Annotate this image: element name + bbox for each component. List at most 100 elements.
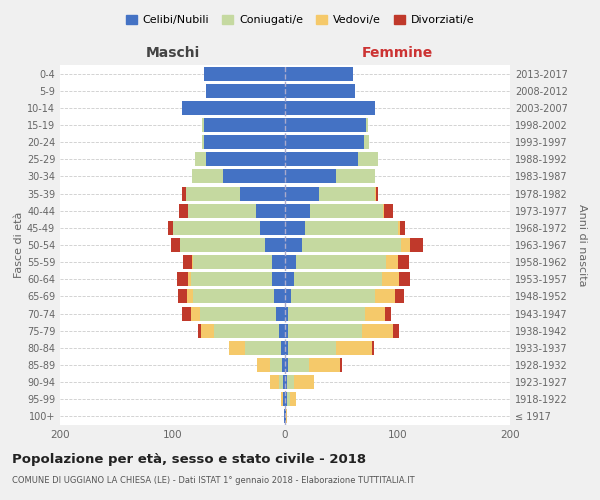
Bar <box>375 186 376 200</box>
Bar <box>285 170 335 183</box>
Bar <box>285 186 319 200</box>
Bar <box>289 306 365 320</box>
Bar <box>410 238 424 252</box>
Bar <box>199 306 276 320</box>
Bar <box>202 118 204 132</box>
Bar <box>395 290 404 304</box>
Bar <box>285 135 364 149</box>
Text: COMUNE DI UGGIANO LA CHIESA (LE) - Dati ISTAT 1° gennaio 2018 - Elaborazione TUT: COMUNE DI UGGIANO LA CHIESA (LE) - Dati … <box>12 476 415 485</box>
Bar <box>376 186 379 200</box>
Bar <box>179 204 188 218</box>
Bar <box>401 238 410 252</box>
Bar <box>285 238 302 252</box>
Bar <box>286 410 287 424</box>
Bar <box>168 221 173 235</box>
Bar <box>285 358 289 372</box>
Bar <box>285 84 355 98</box>
Bar <box>335 170 375 183</box>
Bar <box>245 341 281 355</box>
Bar <box>340 358 343 372</box>
Bar <box>289 341 335 355</box>
Bar <box>393 324 398 338</box>
Text: Femmine: Femmine <box>362 46 433 60</box>
Bar <box>335 341 371 355</box>
Bar <box>271 358 281 372</box>
Bar <box>206 84 285 98</box>
Bar <box>187 290 193 304</box>
Bar <box>271 272 285 286</box>
Bar <box>285 341 289 355</box>
Text: Popolazione per età, sesso e stato civile - 2018: Popolazione per età, sesso e stato civil… <box>12 452 366 466</box>
Bar <box>296 255 386 269</box>
Bar <box>181 238 265 252</box>
Y-axis label: Fasce di età: Fasce di età <box>14 212 24 278</box>
Bar <box>186 186 240 200</box>
Bar <box>285 392 287 406</box>
Bar <box>191 306 199 320</box>
Bar <box>364 135 370 149</box>
Legend: Celibi/Nubili, Coniugati/e, Vedovi/e, Divorziati/e: Celibi/Nubili, Coniugati/e, Vedovi/e, Di… <box>121 10 479 30</box>
Bar <box>285 375 287 389</box>
Bar <box>287 392 290 406</box>
Bar <box>310 204 383 218</box>
Bar <box>285 272 294 286</box>
Bar <box>398 255 409 269</box>
Bar <box>382 272 398 286</box>
Bar <box>276 306 285 320</box>
Bar <box>206 152 285 166</box>
Bar <box>271 255 285 269</box>
Bar <box>271 375 280 389</box>
Bar <box>204 66 285 80</box>
Bar <box>366 118 368 132</box>
Bar <box>287 375 294 389</box>
Bar <box>285 221 305 235</box>
Bar <box>280 324 285 338</box>
Bar <box>182 306 191 320</box>
Bar <box>188 204 256 218</box>
Bar <box>290 392 296 406</box>
Bar <box>400 221 406 235</box>
Bar <box>283 392 285 406</box>
Bar <box>191 255 193 269</box>
Bar <box>240 186 285 200</box>
Bar <box>199 324 200 338</box>
Bar <box>384 204 393 218</box>
Bar <box>386 255 398 269</box>
Bar <box>173 221 260 235</box>
Bar <box>172 238 181 252</box>
Bar <box>383 204 384 218</box>
Bar <box>182 186 186 200</box>
Bar <box>398 272 410 286</box>
Bar <box>289 358 308 372</box>
Bar <box>358 152 379 166</box>
Bar <box>285 66 353 80</box>
Text: Maschi: Maschi <box>145 46 200 60</box>
Bar <box>285 118 366 132</box>
Bar <box>308 358 340 372</box>
Bar <box>305 221 398 235</box>
Bar <box>294 272 382 286</box>
Bar <box>177 272 188 286</box>
Bar <box>182 255 191 269</box>
Bar <box>375 290 395 304</box>
Bar <box>188 272 191 286</box>
Bar <box>285 152 358 166</box>
Bar <box>274 290 285 304</box>
Bar <box>202 135 204 149</box>
Bar <box>195 152 206 166</box>
Bar <box>256 204 285 218</box>
Bar <box>285 306 289 320</box>
Bar <box>193 255 271 269</box>
Bar <box>294 375 314 389</box>
Bar <box>285 290 290 304</box>
Bar <box>193 290 274 304</box>
Bar <box>284 410 285 424</box>
Bar <box>281 358 285 372</box>
Y-axis label: Anni di nascita: Anni di nascita <box>577 204 587 286</box>
Bar <box>398 221 400 235</box>
Bar <box>365 306 385 320</box>
Bar <box>285 324 289 338</box>
Bar <box>319 186 375 200</box>
Bar <box>289 324 361 338</box>
Bar <box>265 238 285 252</box>
